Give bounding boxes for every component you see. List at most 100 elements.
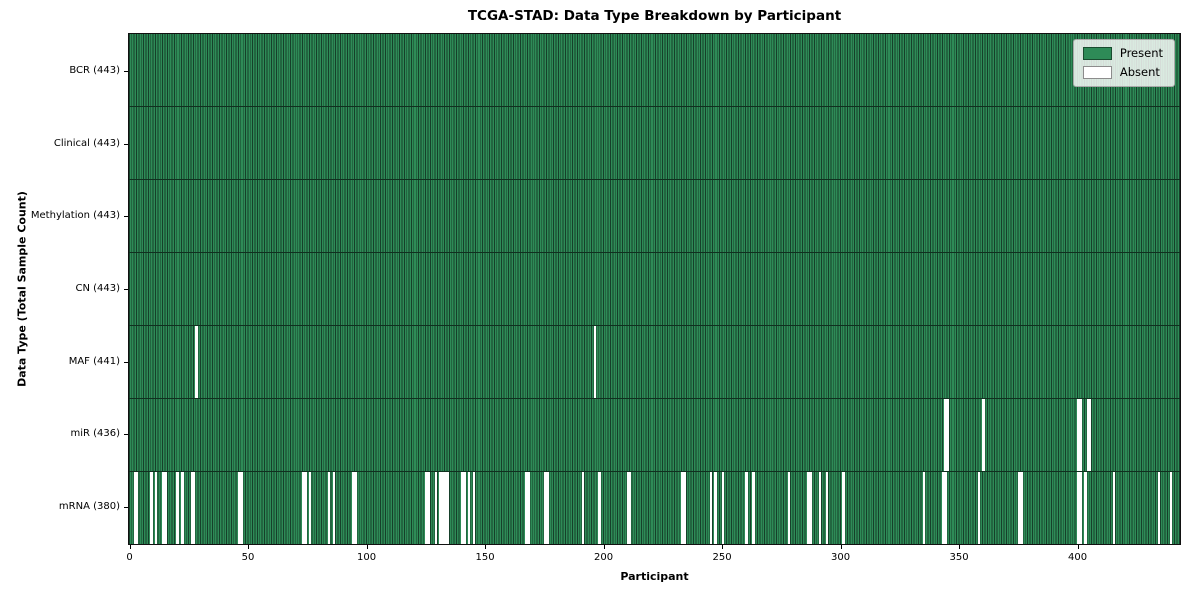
- absent-stripe: [946, 399, 950, 471]
- absent-stripe: [441, 472, 445, 544]
- y-tick-mark: [124, 216, 128, 218]
- legend-label-present: Present: [1119, 45, 1163, 60]
- absent-stripe: [238, 472, 241, 544]
- absent-stripe: [150, 472, 153, 544]
- absent-stripe: [543, 472, 547, 544]
- absent-stripe: [709, 472, 713, 544]
- absent-stripe: [427, 472, 430, 544]
- legend-swatch-absent: [1082, 66, 1112, 79]
- absent-stripe: [1077, 472, 1080, 544]
- absent-stripe: [446, 472, 449, 544]
- y-tick-mark: [124, 143, 128, 145]
- x-tick-label: 300: [831, 552, 851, 563]
- y-tick-label-mRNA: mRNA (380): [58, 501, 120, 513]
- legend-label-absent: Absent: [1119, 64, 1160, 79]
- absent-stripe: [190, 472, 193, 544]
- absent-stripe: [1079, 399, 1082, 471]
- data-row-CN: [129, 252, 1180, 325]
- absent-stripe: [1169, 472, 1172, 544]
- absent-stripe: [818, 472, 822, 544]
- absent-stripe: [681, 472, 684, 544]
- absent-stripe: [598, 472, 601, 544]
- absent-stripe: [806, 472, 810, 544]
- absent-stripe: [1020, 472, 1023, 544]
- absent-stripe: [593, 326, 596, 398]
- y-tick-label-miR: miR (436): [70, 428, 120, 440]
- absent-stripe: [683, 472, 686, 544]
- absent-stripe: [1088, 399, 1092, 471]
- y-tick-label-BCR: BCR (443): [69, 64, 120, 76]
- absent-stripe: [302, 472, 305, 544]
- absent-stripe: [181, 472, 184, 544]
- absent-stripe: [164, 472, 167, 544]
- data-row-Methylation: [129, 179, 1180, 252]
- y-tick-mark: [124, 70, 128, 72]
- absent-stripe: [1157, 472, 1161, 544]
- absent-stripe: [721, 472, 724, 544]
- y-tick-mark: [124, 434, 128, 436]
- data-row-miR: [129, 398, 1180, 471]
- x-tick-label: 150: [475, 552, 495, 563]
- absent-stripe: [941, 472, 945, 544]
- absent-stripe: [434, 472, 438, 544]
- x-tick-label: 400: [1068, 552, 1088, 563]
- x-tick-label: 350: [949, 552, 969, 563]
- y-tick-mark: [124, 361, 128, 363]
- y-tick-label-Methylation: Methylation (443): [30, 210, 120, 222]
- x-tick-mark: [722, 545, 724, 549]
- x-tick-mark: [129, 545, 131, 549]
- absent-stripe: [1017, 472, 1021, 544]
- x-tick-label: 200: [593, 552, 614, 563]
- y-tick-mark: [124, 507, 128, 509]
- absent-stripe: [629, 472, 632, 544]
- absent-stripe: [162, 472, 165, 544]
- absent-stripe: [923, 472, 926, 544]
- x-tick-mark: [248, 545, 249, 549]
- absent-stripe: [309, 472, 312, 544]
- absent-stripe: [581, 472, 585, 544]
- legend-item-absent: Absent: [1082, 64, 1163, 79]
- absent-stripe: [1077, 399, 1080, 471]
- absent-stripe: [136, 472, 139, 544]
- absent-stripe: [524, 472, 528, 544]
- absent-stripe: [626, 472, 630, 544]
- x-tick-label: 50: [241, 552, 255, 563]
- absent-stripe: [825, 472, 829, 544]
- x-tick-label: 100: [356, 552, 377, 563]
- absent-stripe: [1084, 472, 1087, 544]
- legend-swatch-present: [1082, 47, 1112, 60]
- absent-stripe: [944, 472, 947, 544]
- absent-stripe: [1112, 472, 1115, 544]
- absent-stripe: [944, 399, 947, 471]
- absent-stripe: [752, 472, 755, 544]
- absent-stripe: [328, 472, 331, 544]
- absent-stripe: [1079, 472, 1082, 544]
- data-row-Clinical: [129, 106, 1180, 179]
- plot-area: Present Absent: [128, 33, 1181, 545]
- absent-stripe: [977, 472, 980, 544]
- absent-stripe: [192, 472, 196, 544]
- legend: Present Absent: [1072, 39, 1175, 87]
- x-tick-mark: [959, 545, 961, 549]
- x-tick-mark: [1077, 545, 1079, 549]
- absent-stripe: [332, 472, 336, 544]
- x-tick-mark: [840, 545, 842, 549]
- x-tick-mark: [485, 545, 487, 549]
- absent-stripe: [133, 472, 137, 544]
- absent-stripe: [1086, 399, 1089, 471]
- absent-stripe: [809, 472, 812, 544]
- legend-item-present: Present: [1082, 45, 1163, 60]
- absent-stripe: [787, 472, 791, 544]
- x-tick-mark: [603, 545, 605, 549]
- absent-stripe: [467, 472, 471, 544]
- absent-stripe: [842, 472, 845, 544]
- absent-stripe: [240, 472, 243, 544]
- data-row-BCR: [129, 34, 1180, 106]
- absent-stripe: [463, 472, 466, 544]
- absent-stripe: [527, 472, 530, 544]
- x-axis-label: Participant: [620, 570, 689, 583]
- absent-stripe: [444, 472, 447, 544]
- x-tick-label: 250: [712, 552, 732, 563]
- absent-stripe: [176, 472, 179, 544]
